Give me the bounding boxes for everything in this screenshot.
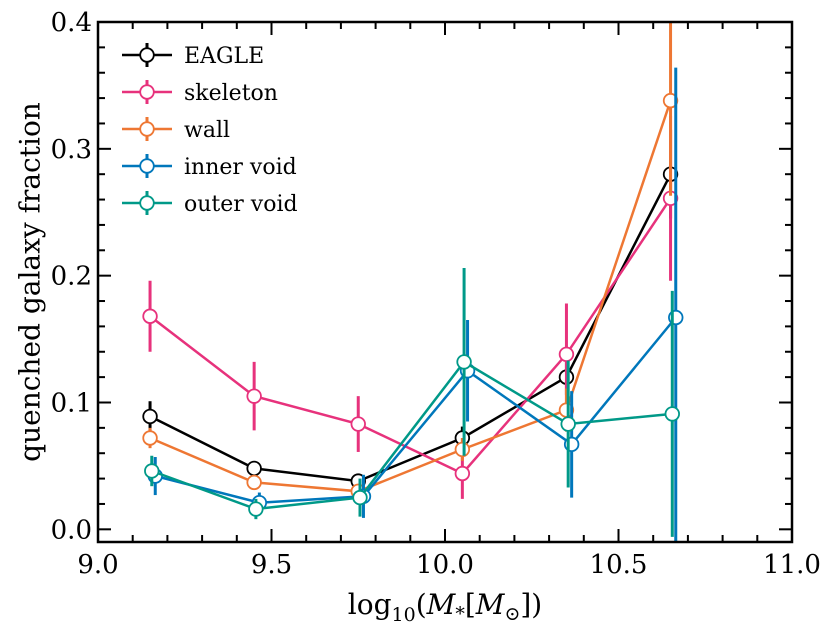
series-line-outer-void (151, 360, 673, 511)
data-point-wall (142, 430, 158, 446)
data-point-outer-void (560, 416, 576, 432)
y-tick-label: 0.4 (51, 8, 92, 38)
legend-marker (139, 121, 155, 137)
x-tick-label: 10.5 (590, 550, 648, 580)
legend-item-outer-void: outer void (122, 191, 298, 217)
series-layer (142, 22, 684, 542)
y-tick-label: 0.0 (51, 515, 92, 545)
series-line-inner-void (154, 316, 677, 504)
series-skeleton (142, 115, 679, 499)
legend-item-eagle: EAGLE (122, 43, 264, 69)
legend-item-inner-void: inner void (122, 154, 297, 180)
y-tick-label: 0.1 (51, 388, 92, 418)
data-point-wall (662, 92, 679, 109)
data-point-skeleton (558, 346, 575, 362)
series-line-wall (149, 100, 672, 493)
y-axis-label: quenched galaxy fraction (14, 102, 47, 462)
series-outer-void (144, 268, 680, 537)
data-point-skeleton (246, 388, 262, 404)
legend-label: skeleton (184, 81, 278, 106)
data-point-eagle (246, 460, 262, 477)
data-point-eagle (142, 408, 158, 425)
x-tick-label: 9.5 (251, 550, 292, 580)
data-point-outer-void (352, 489, 368, 506)
legend-label: inner void (184, 155, 297, 180)
legend-item-skeleton: skeleton (122, 80, 278, 106)
data-point-outer-void (144, 463, 160, 479)
plot-frame (96, 20, 794, 544)
data-point-wall (246, 474, 262, 491)
tick-labels: 9.0 9.5 10.0 10.5 11.0 0.0 0.1 0.2 0.3 0.4 (51, 8, 821, 580)
series-line-skeleton (149, 197, 672, 476)
legend-item-wall: wall (122, 117, 230, 143)
x-axis-label: log10(M*[M⊙]) (348, 588, 542, 626)
data-point-skeleton (142, 308, 158, 324)
legend-marker (139, 47, 155, 63)
legend-label: EAGLE (184, 44, 264, 69)
legend: EAGLE skeleton wall inner void outer void (122, 43, 298, 217)
x-tick-label: 11.0 (763, 550, 821, 580)
series-line-eagle (149, 173, 672, 483)
y-tick-label: 0.3 (51, 135, 92, 165)
legend-label: outer void (184, 192, 298, 217)
data-point-outer-void (248, 501, 264, 517)
legend-label: wall (184, 118, 230, 143)
legend-marker (139, 84, 155, 100)
data-point-skeleton (350, 416, 366, 432)
y-tick-label: 0.2 (51, 262, 92, 292)
x-axis-label-subscript: 10 (392, 604, 416, 626)
data-point-outer-void (664, 406, 680, 422)
data-point-skeleton (454, 465, 471, 482)
legend-marker (139, 158, 155, 174)
x-tick-label: 9.0 (77, 550, 118, 580)
x-tick-label: 10.0 (416, 550, 474, 580)
data-point-wall (454, 441, 471, 458)
legend-marker (139, 195, 155, 211)
series-wall (142, 22, 679, 499)
data-point-outer-void (456, 354, 472, 370)
